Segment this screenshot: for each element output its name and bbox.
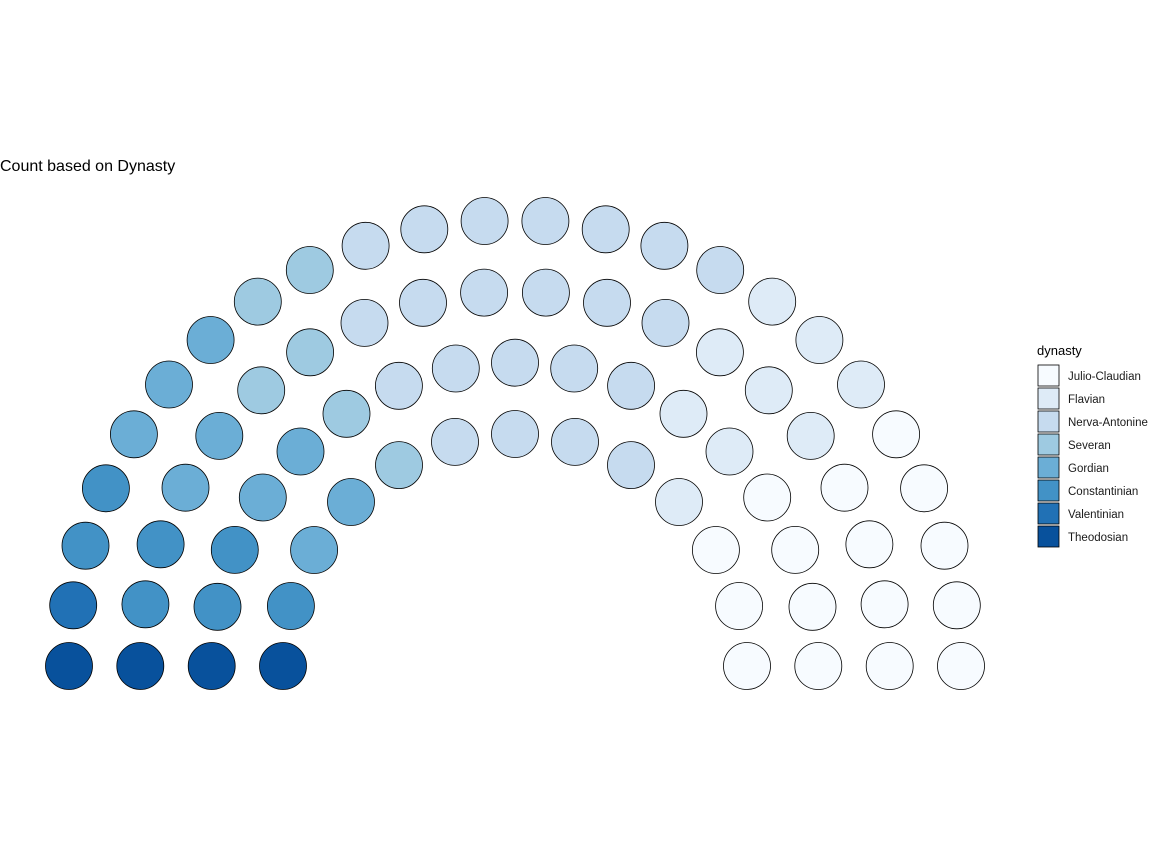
seat-julio-claudian [771, 526, 820, 574]
seat-julio-claudian [865, 642, 914, 690]
legend: dynasty Julio-Claudian Flavian Nerva-Anton… [1037, 343, 1148, 548]
legend-label: Gordian [1068, 463, 1109, 475]
seat-gordian [327, 478, 375, 526]
seat-nerva-antonine [400, 205, 449, 254]
seat-julio-claudian [937, 642, 985, 690]
seat-nerva-antonine [550, 344, 599, 393]
seat-flavian [705, 427, 754, 476]
seat-theodosian [259, 642, 307, 690]
seat-gordian [145, 360, 193, 409]
legend-label: Severan [1068, 440, 1111, 452]
seat-nerva-antonine [431, 344, 480, 393]
seat-flavian [748, 277, 797, 326]
seat-theodosian [116, 642, 165, 690]
seat-constantinian [266, 582, 315, 630]
seat-julio-claudian [820, 463, 869, 512]
seat-constantinian [210, 526, 259, 574]
seat-julio-claudian [788, 582, 837, 631]
seat-constantinian [136, 520, 185, 569]
legend-key-severan [1037, 433, 1060, 456]
seat-julio-claudian [845, 520, 894, 569]
seat-gordian [238, 473, 287, 522]
seat-nerva-antonine [640, 221, 689, 270]
seat-julio-claudian [860, 580, 909, 629]
seat-nerva-antonine [522, 268, 570, 317]
seat-gordian [161, 463, 210, 512]
seats-group [45, 197, 985, 690]
chart-title: Count based on Dynasty [0, 158, 175, 175]
seat-severan [286, 328, 335, 377]
seat-julio-claudian [723, 642, 771, 690]
seat-gordian [290, 526, 339, 574]
seat-julio-claudian [715, 582, 763, 630]
seat-nerva-antonine [607, 441, 655, 490]
legend-key-julio-claudian [1037, 364, 1060, 387]
seat-nerva-antonine [491, 410, 539, 458]
seat-nerva-antonine [431, 417, 479, 466]
seat-gordian [109, 410, 158, 459]
seat-nerva-antonine [583, 278, 631, 327]
seat-valentinian [49, 581, 98, 630]
legend-label: Julio-Claudian [1068, 371, 1141, 383]
seat-julio-claudian [900, 464, 948, 513]
seat-theodosian [187, 642, 236, 690]
seat-flavian [837, 360, 885, 409]
seat-flavian [786, 411, 835, 460]
seat-nerva-antonine [460, 268, 509, 317]
legend-key-valentinian [1037, 502, 1060, 525]
seat-constantinian [61, 521, 110, 570]
seat-flavian [744, 366, 793, 415]
legend-key-nerva-antonine [1037, 410, 1060, 433]
seat-nerva-antonine [551, 417, 599, 466]
legend-label: Constantinian [1068, 486, 1138, 498]
seat-gordian [186, 316, 235, 364]
seat-nerva-antonine [696, 246, 745, 294]
legend-key-gordian [1037, 456, 1060, 479]
seat-nerva-antonine [374, 361, 423, 410]
seat-nerva-antonine [399, 278, 447, 327]
legend-label: Theodosian [1068, 532, 1128, 544]
seat-nerva-antonine [340, 298, 389, 347]
seat-severan [322, 389, 371, 438]
seat-gordian [276, 427, 325, 476]
seat-julio-claudian [872, 410, 920, 459]
seat-julio-claudian [692, 526, 740, 574]
legend-label: Nerva-Antonine [1068, 417, 1148, 429]
seat-julio-claudian [920, 521, 969, 570]
legend-key-constantinian [1037, 479, 1060, 502]
seat-constantinian [82, 464, 130, 513]
legend-label: Valentinian [1068, 509, 1124, 521]
seat-nerva-antonine [607, 361, 655, 410]
legend-key-theodosian [1037, 525, 1060, 548]
seat-julio-claudian [743, 473, 792, 522]
seat-severan [237, 366, 286, 415]
seat-flavian [696, 328, 744, 377]
seat-constantinian [193, 582, 242, 631]
legend-key-flavian [1037, 387, 1060, 410]
seat-severan [285, 246, 334, 294]
seat-severan [233, 277, 282, 326]
seat-flavian [655, 478, 703, 526]
seat-nerva-antonine [460, 197, 509, 245]
legend-title: dynasty [1037, 343, 1082, 358]
seat-nerva-antonine [641, 298, 690, 347]
seat-severan [375, 441, 423, 490]
legend-label: Flavian [1068, 394, 1105, 406]
seat-julio-claudian [794, 642, 843, 690]
seat-flavian [659, 389, 708, 438]
seat-nerva-antonine [581, 205, 630, 254]
seat-nerva-antonine [491, 338, 539, 387]
seat-julio-claudian [932, 581, 981, 630]
seat-flavian [795, 316, 844, 364]
seat-gordian [195, 411, 244, 460]
seat-nerva-antonine [341, 221, 390, 270]
seat-nerva-antonine [521, 197, 570, 245]
seat-theodosian [45, 642, 93, 690]
seat-constantinian [121, 580, 170, 629]
